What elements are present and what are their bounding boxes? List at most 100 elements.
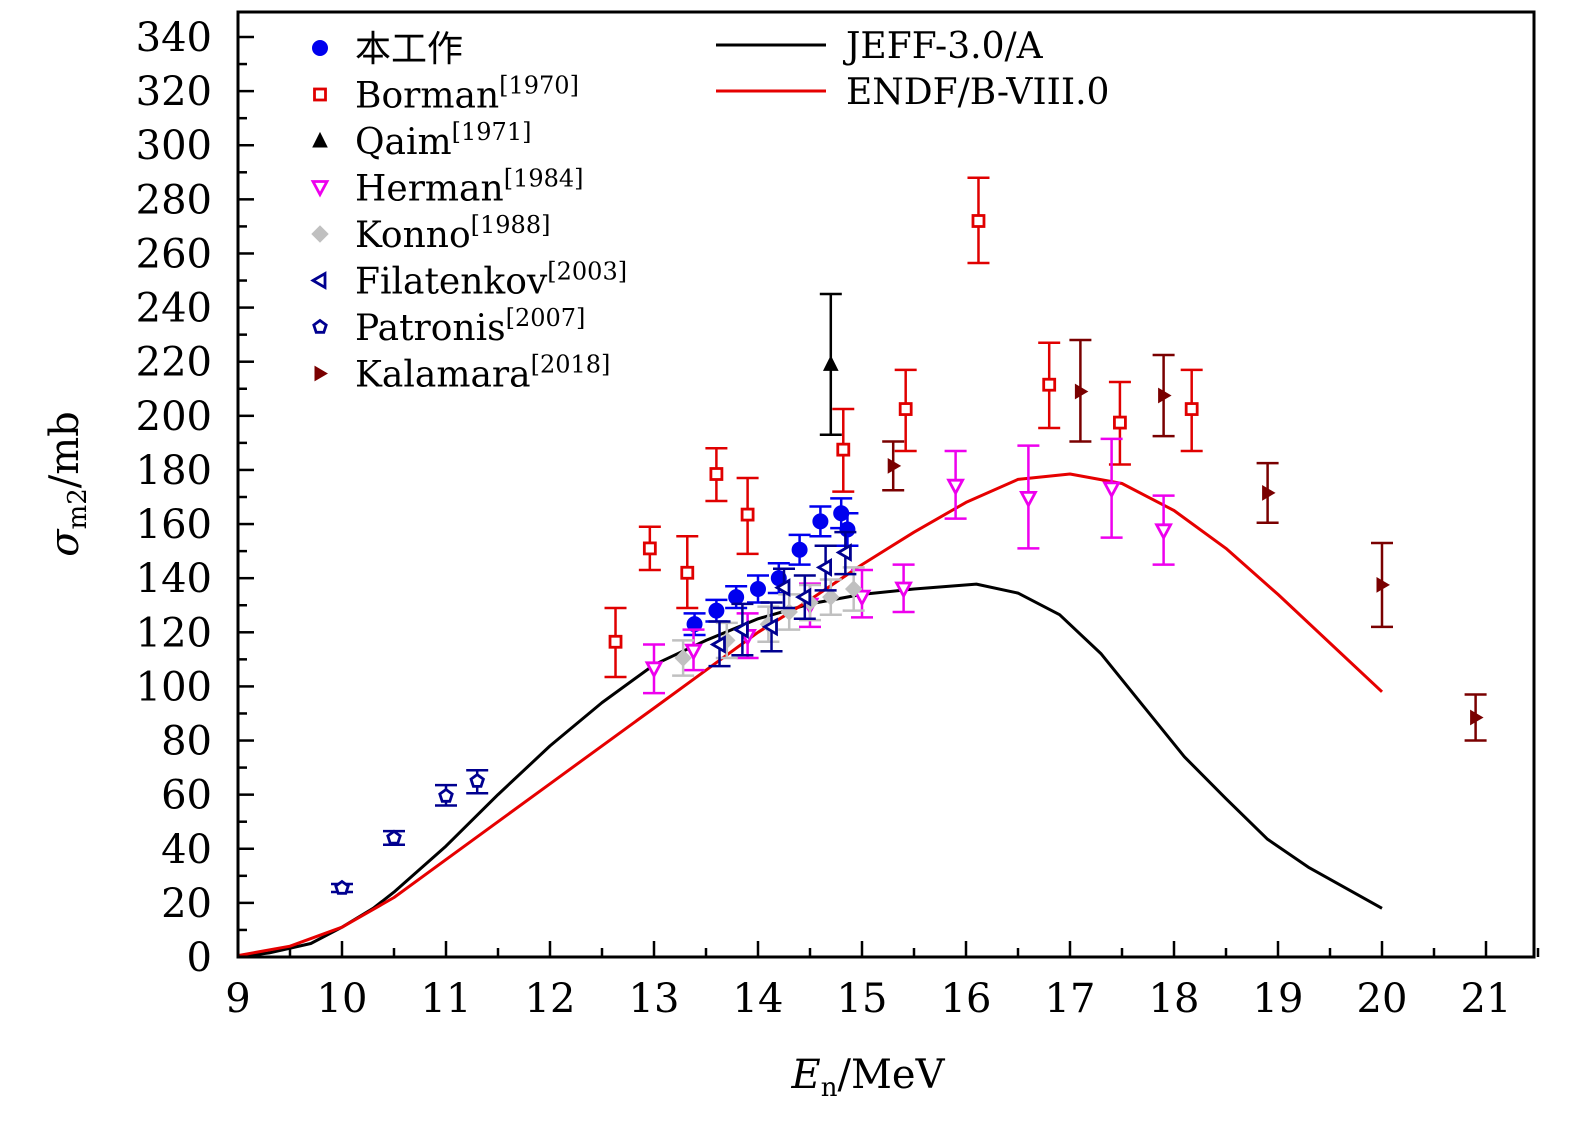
data-point	[971, 214, 986, 228]
data-point	[708, 602, 725, 619]
legend-label: Kalamara[2018]	[355, 351, 610, 396]
x-tick-label: 11	[421, 976, 472, 1022]
data-point	[852, 589, 872, 608]
data-point	[674, 649, 692, 667]
x-tick-labels: 9 10 11 12 13 14 15 16 17 18 19 20 21	[225, 976, 1511, 1022]
x-axis-title-unit: /MeV	[837, 1052, 945, 1098]
y-tick-label: 100	[136, 664, 212, 710]
data-point	[1113, 415, 1127, 430]
legend-name: Herman	[355, 169, 504, 210]
legend-label: 本工作	[355, 29, 463, 70]
y-axis-title-sub: m2	[63, 488, 93, 529]
data-point	[774, 578, 791, 598]
x-tick-label: 20	[1357, 976, 1408, 1022]
data-point	[894, 581, 913, 599]
data-point	[791, 541, 808, 558]
data-point	[644, 661, 664, 679]
data-point	[887, 458, 902, 474]
y-tick-label: 280	[136, 177, 212, 223]
y-tick-label: 20	[161, 881, 212, 927]
y-tick-label: 80	[161, 719, 212, 765]
data-point	[1184, 402, 1199, 416]
legend-reference: [2007]	[506, 304, 586, 332]
x-tick-label: 15	[837, 976, 888, 1022]
legend-label: Borman[1970]	[355, 72, 579, 117]
y-axis-title-unit: /mb	[42, 411, 88, 488]
legend-marker	[312, 40, 328, 56]
evaluation-curves	[237, 472, 1384, 959]
legend-reference: [1971]	[452, 118, 532, 146]
y-tick-label: 200	[136, 394, 212, 440]
legend-label: Filatenkov[2003]	[355, 258, 627, 303]
legend-marker	[312, 131, 328, 148]
legend-label: JEFF-3.0/A	[842, 26, 1044, 67]
data-point	[709, 467, 724, 481]
data-point	[1019, 490, 1038, 509]
legend-marker	[310, 180, 330, 198]
legend-reference: [2018]	[531, 351, 611, 379]
y-tick-label: 300	[136, 123, 212, 169]
data-point	[386, 829, 402, 845]
x-tick-label: 21	[1461, 976, 1512, 1022]
data-point	[761, 617, 778, 637]
data-point	[822, 355, 839, 371]
legend-label: Herman[1984]	[355, 165, 584, 210]
data-point	[839, 521, 856, 538]
data-point	[836, 442, 851, 457]
legend-marker	[311, 225, 329, 243]
legend-lines: JEFF-3.0/A ENDF/B-VIII.0	[716, 26, 1109, 113]
data-point	[740, 507, 755, 522]
data-point	[1470, 709, 1484, 726]
y-tick-label: 180	[136, 448, 212, 494]
data-point	[608, 634, 623, 649]
data-point	[750, 581, 766, 597]
data-point	[812, 513, 829, 530]
x-axis-title-main: E	[791, 1052, 821, 1098]
data-point	[835, 543, 852, 562]
legend-item: Qaim[1971]	[312, 118, 531, 163]
legend-item: ENDF/B-VIII.0	[716, 72, 1109, 113]
legend-item: Kalamara[2018]	[314, 351, 610, 396]
y-axis-title: σm2/mb	[42, 411, 93, 557]
series-5	[708, 530, 857, 668]
legend-item: JEFF-3.0/A	[716, 26, 1044, 67]
legend-label: Konno[1988]	[355, 211, 550, 256]
data-point	[795, 587, 812, 607]
x-tick-label: 18	[1149, 976, 1200, 1022]
y-tick-label: 40	[161, 827, 212, 873]
data-point	[732, 620, 749, 640]
legend-label: Qaim[1971]	[355, 118, 531, 163]
legend-reference: [2003]	[547, 258, 627, 286]
data-point	[728, 589, 745, 606]
series-7	[882, 338, 1487, 742]
y-tick-label: 220	[136, 340, 212, 386]
y-tick-label: 140	[136, 556, 212, 602]
curve-jeff-3-0-a	[237, 582, 1383, 959]
data-point	[946, 478, 965, 497]
data-point	[1074, 383, 1089, 400]
y-tick-labels: 0 20 40 60 80 100 120 140 160 180 200 220 240 260 280 3…	[136, 15, 212, 981]
data-point	[815, 557, 832, 577]
legend-marker	[312, 318, 328, 334]
y-tick-label: 160	[136, 502, 212, 548]
x-tick-label: 12	[525, 976, 576, 1022]
legend-name: Qaim	[355, 122, 452, 163]
data-point	[1102, 481, 1121, 499]
legend-name: Borman	[355, 76, 499, 117]
curve-endf-b-viii-0	[237, 472, 1384, 958]
legend-name: Patronis	[355, 308, 506, 349]
legend-item: Filatenkov[2003]	[310, 258, 627, 303]
legend-marker	[313, 87, 327, 102]
series-2	[819, 292, 842, 437]
x-tick-label: 13	[629, 976, 680, 1022]
x-axis-title: En/MeV	[791, 1052, 946, 1103]
x-tick-label: 14	[733, 976, 784, 1022]
legend-marker	[314, 365, 328, 382]
data-point	[1154, 523, 1173, 541]
legend-item: Konno[1988]	[311, 211, 550, 256]
x-tick-label: 9	[225, 976, 250, 1022]
series-1	[604, 176, 1203, 679]
y-tick-label: 120	[136, 610, 212, 656]
data-point	[1262, 485, 1276, 501]
